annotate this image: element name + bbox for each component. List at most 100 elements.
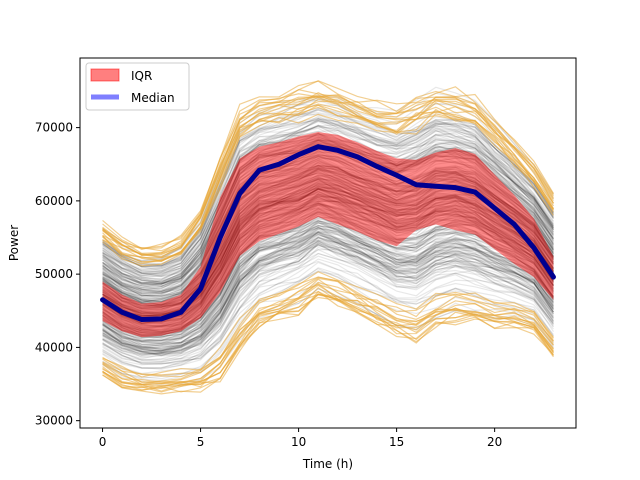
ensemble-line xyxy=(102,125,554,287)
ensemble-line xyxy=(102,134,554,275)
ensemble-line xyxy=(102,179,554,315)
ensemble-line xyxy=(102,177,554,324)
ensemble-line xyxy=(102,237,554,350)
ensemble-line xyxy=(102,207,554,331)
ensemble-line xyxy=(102,170,554,308)
ensemble-line xyxy=(102,165,554,303)
ensemble-line xyxy=(102,231,554,357)
outlier-line xyxy=(102,271,554,378)
outlier-line xyxy=(102,80,554,250)
ensemble-line xyxy=(102,213,554,339)
ensemble-line xyxy=(102,230,554,346)
ensemble-line xyxy=(102,167,554,312)
ensemble-line xyxy=(102,187,554,333)
ensemble-line xyxy=(102,172,554,304)
ensemble-line xyxy=(102,156,554,304)
ensemble-line xyxy=(102,132,554,277)
ensemble-line xyxy=(102,132,554,282)
ensemble-line xyxy=(102,226,554,339)
ensemble-line xyxy=(102,211,554,336)
ensemble-line xyxy=(102,204,554,335)
outlier-lines xyxy=(102,80,554,395)
ensemble-line xyxy=(102,113,554,261)
ensemble-line xyxy=(102,236,554,357)
ensemble-line xyxy=(102,233,554,346)
ensemble-line xyxy=(102,224,554,348)
outlier-line xyxy=(102,282,554,385)
ensemble-line xyxy=(102,195,554,324)
ensemble-line xyxy=(102,149,554,294)
ensemble-line xyxy=(102,211,554,331)
ensemble-line xyxy=(102,239,554,354)
ensemble-line xyxy=(102,165,554,303)
outlier-line xyxy=(102,88,554,249)
ensemble-line xyxy=(102,124,554,285)
outlier-line xyxy=(102,293,554,395)
ensemble-line xyxy=(102,141,554,284)
outlier-line xyxy=(102,284,554,384)
ensemble-line xyxy=(102,221,554,333)
x-tick-label: 15 xyxy=(389,435,404,449)
ensemble-line xyxy=(102,191,554,313)
ensemble-line xyxy=(102,168,554,297)
ensemble-line xyxy=(102,147,554,307)
ensemble-line xyxy=(102,180,554,317)
ensemble-line xyxy=(102,184,554,305)
ensemble-line xyxy=(102,220,554,334)
ensemble-line xyxy=(102,188,554,323)
ensemble-line xyxy=(102,228,554,342)
x-tick-label: 0 xyxy=(99,435,107,449)
ensemble-line xyxy=(102,227,554,347)
ensemble-line xyxy=(102,233,554,342)
ensemble-line xyxy=(102,193,554,328)
ensemble-line xyxy=(102,235,554,349)
ensemble-line xyxy=(102,210,554,333)
ensemble-line xyxy=(102,244,554,363)
ensemble-line xyxy=(102,174,554,307)
ensemble-line xyxy=(102,206,554,339)
ensemble-line xyxy=(102,233,554,361)
median-line xyxy=(100,144,556,323)
ensemble-line xyxy=(102,216,554,337)
y-axis-label: Power xyxy=(7,225,21,261)
ensemble-line xyxy=(102,220,554,353)
outlier-line xyxy=(102,80,554,251)
outlier-line xyxy=(102,286,554,391)
ensemble-line xyxy=(102,164,554,303)
ensemble-line xyxy=(102,175,554,311)
ensemble-line xyxy=(102,164,554,306)
ensemble-line xyxy=(102,180,554,314)
ensemble-line xyxy=(102,170,554,307)
ensemble-line xyxy=(102,226,554,352)
ensemble-line xyxy=(102,135,554,278)
ensemble-line xyxy=(102,158,554,304)
ensemble-line xyxy=(102,185,554,325)
ensemble-line xyxy=(102,154,554,293)
ensemble-line xyxy=(102,222,554,350)
ensemble-line xyxy=(102,188,554,317)
ensemble-line xyxy=(102,243,554,370)
ensemble-line xyxy=(102,125,554,283)
ensemble-line xyxy=(102,258,554,370)
ensemble-line xyxy=(102,179,554,307)
ensemble-line xyxy=(102,137,554,273)
ensemble-line xyxy=(102,155,554,286)
ensemble-line xyxy=(102,185,554,315)
outlier-line xyxy=(102,277,554,383)
ensemble-line xyxy=(102,178,554,314)
ensemble-line xyxy=(102,192,554,336)
ensemble-line xyxy=(102,200,554,337)
ensemble-line xyxy=(102,126,554,287)
ensemble-line xyxy=(102,218,554,339)
ensemble-line xyxy=(102,136,554,271)
ensemble-line xyxy=(102,246,554,365)
ensemble-line xyxy=(102,244,554,358)
ensemble-line xyxy=(102,226,554,338)
ensemble-line xyxy=(102,211,554,338)
ensemble-line xyxy=(102,138,554,292)
ensemble-line xyxy=(102,131,554,285)
ensemble-line xyxy=(102,220,554,351)
ensemble-line xyxy=(102,242,554,356)
ensemble-line xyxy=(102,193,554,317)
ensemble-line xyxy=(102,202,554,330)
